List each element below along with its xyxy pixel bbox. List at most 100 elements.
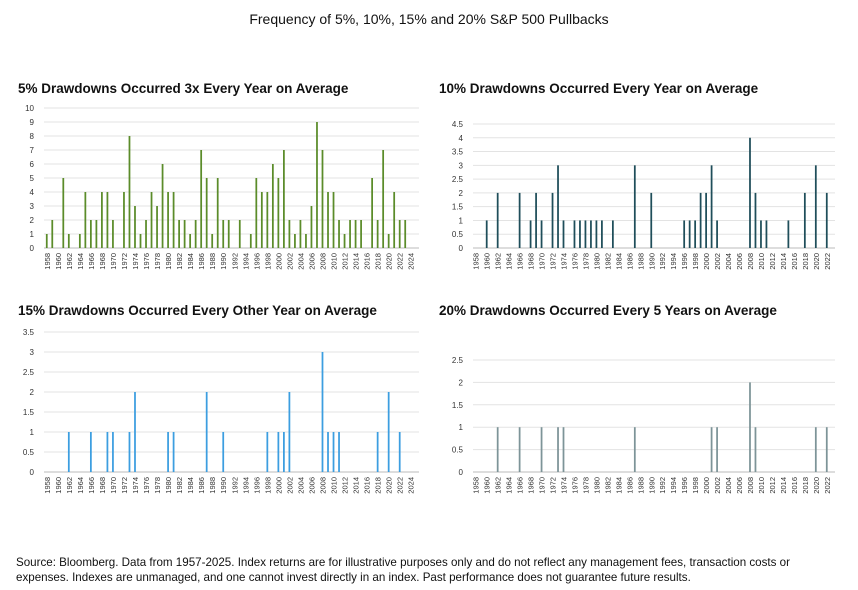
- bar-1987: [633, 427, 636, 472]
- y-tick-label: 4: [459, 134, 464, 143]
- x-tick-label: 1958: [43, 253, 52, 270]
- bar-1975: [139, 234, 142, 248]
- chart-title-10pct: 10% Drawdowns Occurred Every Year on Ave…: [439, 81, 759, 96]
- x-tick-label: 1968: [98, 253, 107, 270]
- bar-1995: [249, 234, 252, 248]
- bar-1962: [67, 234, 70, 248]
- y-tick-label: 1.5: [23, 408, 35, 417]
- bar-2003: [294, 234, 296, 248]
- bar-1984: [189, 234, 192, 248]
- bar-1977: [579, 220, 581, 248]
- y-tick-label: 9: [30, 118, 35, 127]
- bar-2022: [825, 427, 828, 472]
- y-tick-label: 3: [30, 348, 35, 357]
- bar-1979: [161, 164, 164, 248]
- y-tick-label: 0.5: [452, 446, 464, 455]
- bar-2002: [288, 220, 291, 248]
- x-tick-label: 1964: [505, 253, 514, 270]
- x-tick-label: 1998: [263, 477, 272, 494]
- y-tick-label: 1: [30, 230, 35, 239]
- bar-2000: [277, 178, 280, 248]
- x-tick-label: 1974: [560, 477, 569, 494]
- x-tick-label: 2002: [285, 477, 294, 494]
- x-tick-label: 1978: [581, 477, 590, 494]
- x-tick-label: 2020: [812, 477, 821, 494]
- bar-2020: [814, 427, 817, 472]
- x-tick-label: 2010: [330, 253, 339, 270]
- chart-title-15pct: 15% Drawdowns Occurred Every Other Year …: [18, 303, 377, 318]
- bar-1973: [557, 427, 559, 472]
- x-tick-label: 1966: [516, 253, 525, 270]
- bar-2012: [343, 234, 346, 248]
- bar-1980: [595, 220, 598, 248]
- x-tick-label: 1992: [658, 477, 667, 494]
- bar-1968: [101, 192, 103, 248]
- bar-1966: [518, 427, 521, 472]
- x-tick-label: 2000: [702, 253, 711, 270]
- bar-2020: [387, 392, 390, 472]
- x-tick-label: 1964: [505, 477, 514, 494]
- bar-1998: [266, 192, 269, 248]
- chart-20pct-drawdowns: 0 0.5 1 1.5 2 2.5 1958 1960 1962 1964 1966 1968 1970…: [452, 356, 835, 494]
- bar-2010: [760, 220, 762, 248]
- bar-1970: [540, 220, 543, 248]
- x-tick-label: 1990: [219, 253, 228, 270]
- x-tick-label: 2000: [702, 477, 711, 494]
- bar-2011: [338, 432, 340, 472]
- y-tick-label: 2.5: [23, 368, 35, 377]
- y-tick-label: 1.5: [452, 401, 464, 410]
- x-tick-label: 2016: [363, 253, 372, 270]
- x-tick-label: 1982: [603, 253, 612, 270]
- bar-2014: [354, 220, 357, 248]
- x-tick-label: 1982: [175, 253, 184, 270]
- x-tick-label: 1990: [647, 477, 656, 494]
- y-tick-label: 7: [30, 146, 35, 155]
- y-tick-label: 3: [30, 202, 35, 211]
- bar-1966: [518, 192, 521, 248]
- bar-1981: [172, 192, 175, 248]
- x-tick-label: 2006: [307, 477, 316, 494]
- y-tick-label: 1: [459, 216, 464, 225]
- x-tick-label: 2002: [713, 253, 722, 270]
- bar-2002: [716, 220, 718, 248]
- x-tick-label: 2024: [407, 477, 416, 494]
- bar-1973: [557, 165, 559, 248]
- x-tick-label: 2008: [746, 477, 755, 494]
- bar-1972: [123, 192, 125, 248]
- x-tick-label: 1960: [483, 477, 492, 494]
- bar-2009: [754, 427, 757, 472]
- bar-2009: [327, 192, 329, 248]
- source-note: Source: Bloomberg. Data from 1957-2025. …: [16, 556, 790, 584]
- x-tick-label: 2022: [823, 477, 832, 494]
- y-tick-label: 5: [30, 174, 35, 183]
- y-tick-label: 2: [30, 388, 35, 397]
- x-tick-label: 2016: [363, 477, 372, 494]
- x-tick-label: 1976: [142, 253, 151, 270]
- y-tick-label: 0: [459, 468, 464, 477]
- bar-1993: [238, 220, 241, 248]
- x-tick-label: 1962: [494, 477, 503, 494]
- bar-2017: [371, 178, 373, 248]
- x-tick-label: 2018: [801, 253, 810, 270]
- bar-1987: [633, 165, 636, 248]
- bar-1973: [128, 136, 131, 248]
- x-tick-label: 1962: [494, 253, 503, 270]
- bar-1970: [112, 220, 114, 248]
- chart-10pct-drawdowns: 0 0.5 1 1.5 2 2.5 3 3.5 4 4.5 1958 1960 1962 1964 1966…: [452, 120, 835, 270]
- y-tick-label: 6: [30, 160, 35, 169]
- x-tick-label: 2012: [768, 477, 777, 494]
- x-tick-label: 1964: [76, 477, 85, 494]
- x-tick-label: 1968: [527, 253, 536, 270]
- bar-2009: [327, 432, 329, 472]
- x-tick-label: 1982: [603, 477, 612, 494]
- x-tick-label: 1996: [680, 477, 689, 494]
- x-tick-label: 2000: [274, 253, 283, 270]
- x-tick-label: 1980: [592, 477, 601, 494]
- x-tick-label: 1986: [197, 477, 206, 494]
- x-tick-label: 1988: [636, 253, 645, 270]
- y-tick-label: 4.5: [452, 120, 464, 129]
- bar-2001: [710, 427, 713, 472]
- x-tick-label: 1994: [241, 477, 250, 494]
- x-tick-label: 1966: [87, 477, 96, 494]
- x-tick-label: 2012: [341, 253, 350, 270]
